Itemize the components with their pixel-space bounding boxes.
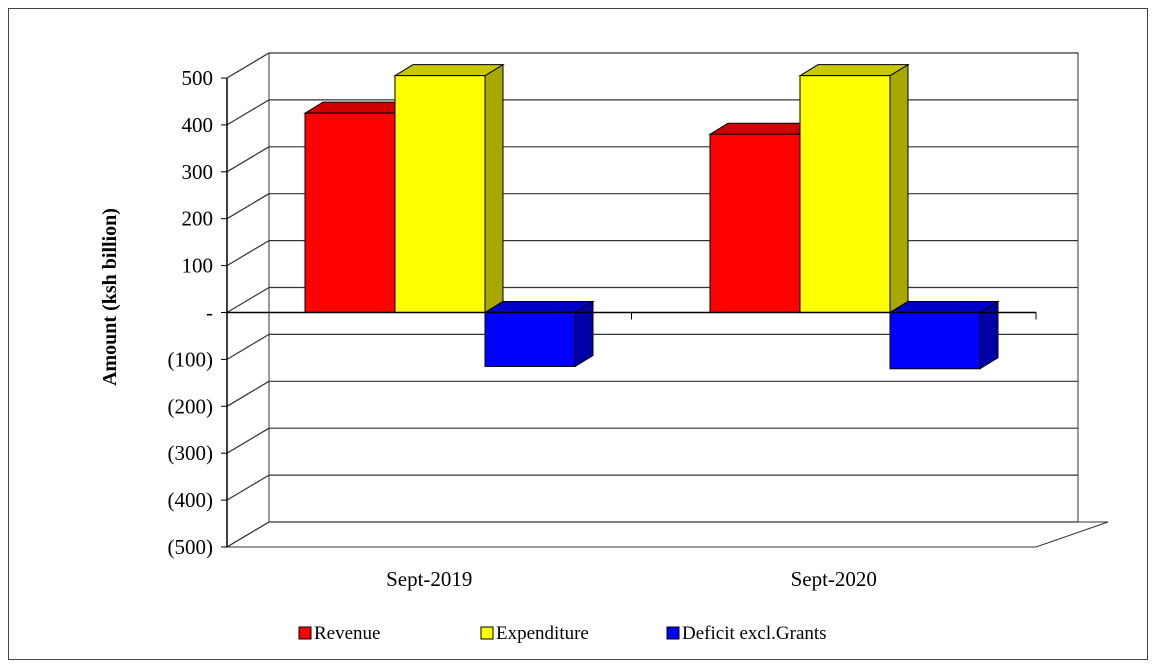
y-tick-label: 400: [182, 113, 214, 137]
bar: [394, 75, 486, 313]
axes: [226, 78, 1037, 547]
y-tick-label: (100): [168, 347, 214, 371]
y-axis-label: Amount (ksh billion): [99, 208, 121, 386]
legend-swatch: [480, 626, 494, 640]
bar-top: [393, 64, 505, 77]
gridline-side: [226, 333, 270, 360]
bars: [303, 63, 1000, 370]
bar-chart: 500 400 300 200 100 - (100) (200) (300) (400) (500…: [99, 52, 1109, 644]
legend-swatch: [298, 626, 312, 640]
gridline-side: [226, 146, 270, 173]
bar-side: [484, 63, 504, 314]
bar-top: [888, 301, 1000, 313]
bar: [709, 133, 801, 313]
gridline-side: [226, 380, 270, 407]
y-tick-label: 100: [182, 254, 214, 278]
chart-frame: 500 400 300 200 100 - (100) (200) (300) (400) (500…: [8, 8, 1148, 660]
gridline-side: [226, 240, 270, 267]
bar-side: [979, 300, 999, 370]
legend-entry: Expenditure: [496, 623, 589, 644]
gridline-side: [226, 52, 270, 79]
y-tick-label: (200): [168, 394, 214, 418]
y-tick-label: (500): [168, 535, 214, 559]
gridline-side: [226, 286, 270, 314]
y-tick-label: (400): [168, 488, 214, 512]
bar: [304, 112, 396, 313]
gridline-side: [226, 474, 270, 501]
category-labels: Sept-2019 Sept-2020: [386, 567, 877, 591]
bar: [799, 75, 891, 313]
legend-entry: Deficit excl.Grants: [682, 623, 827, 644]
bar-top: [798, 64, 910, 77]
floor: [225, 521, 1109, 548]
y-tick-label: 300: [182, 160, 214, 184]
y-tick-labels: 500 400 300 200 100 - (100) (200) (300) (400) (500…: [168, 66, 214, 559]
bar-top: [483, 301, 595, 313]
category-label: Sept-2019: [386, 567, 472, 591]
y-tick-label: 200: [182, 207, 214, 231]
gridline-side: [226, 521, 270, 548]
y-tick-label: (300): [168, 441, 214, 465]
legend: Revenue Expenditure Deficit excl.Grants: [298, 623, 827, 644]
bar: [889, 312, 981, 370]
legend-entry: Revenue: [314, 623, 380, 644]
bar: [484, 312, 576, 367]
bar-side: [889, 63, 909, 314]
legend-swatch: [666, 626, 680, 640]
y-tick-label: 500: [182, 66, 214, 90]
y-tick-label: -: [206, 301, 213, 325]
category-label: Sept-2020: [791, 567, 877, 591]
gridline-side: [226, 193, 270, 220]
gridline-side: [226, 427, 270, 454]
gridline-side: [226, 99, 270, 126]
